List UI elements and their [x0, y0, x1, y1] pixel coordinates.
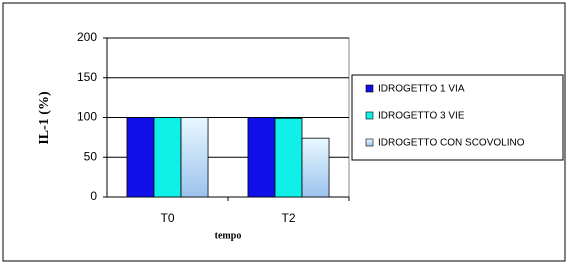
legend-swatch	[365, 84, 374, 93]
legend-label: IDROGETTO CON SCOVOLINO	[378, 138, 525, 149]
legend-label: IDROGETTO 3 VIE	[378, 111, 465, 122]
y-axis-label: IL-1 (%)	[37, 91, 52, 145]
y-tick-label: 100	[77, 110, 97, 124]
bar	[180, 117, 209, 198]
bar	[274, 117, 303, 198]
legend-label: IDROGETTO 1 VIA	[378, 84, 465, 95]
legend-swatch	[365, 138, 374, 147]
legend-swatch	[365, 111, 374, 120]
y-tick-label: 200	[77, 30, 97, 44]
y-tick-label: 0	[90, 189, 97, 203]
y-tick-label: 150	[77, 70, 97, 84]
x-axis-label: tempo	[215, 230, 242, 241]
legend	[351, 74, 564, 161]
x-tick-label: T0	[160, 211, 174, 225]
y-tick-label: 50	[84, 149, 98, 163]
bar	[126, 117, 155, 198]
bar	[153, 117, 182, 198]
bar	[301, 137, 330, 198]
bar	[247, 117, 276, 198]
x-tick-label: T2	[281, 211, 295, 225]
